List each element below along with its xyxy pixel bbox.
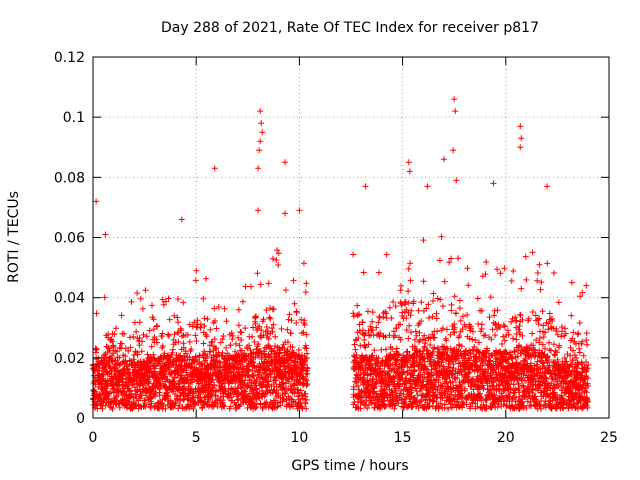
y-axis-label: ROTI / TECUs [6, 191, 22, 283]
y-tick-label: 0.04 [54, 291, 85, 307]
y-tick-label: 0.02 [54, 351, 85, 367]
y-tick-label: 0.08 [54, 170, 85, 186]
y-tick-label: 0.1 [63, 110, 85, 126]
x-tick-label: 20 [497, 430, 515, 446]
x-tick-label: 15 [394, 430, 412, 446]
x-axis-label: GPS time / hours [291, 458, 408, 474]
x-tick-label: 0 [89, 430, 98, 446]
y-tick-label: 0.06 [54, 231, 85, 247]
y-tick-label: 0 [76, 411, 85, 427]
y-tick-label: 0.12 [54, 50, 85, 66]
x-tick-label: 5 [192, 430, 201, 446]
x-tick-label: 25 [600, 430, 618, 446]
x-tick-label: 10 [290, 430, 308, 446]
chart-title: Day 288 of 2021, Rate Of TEC Index for r… [161, 20, 539, 36]
